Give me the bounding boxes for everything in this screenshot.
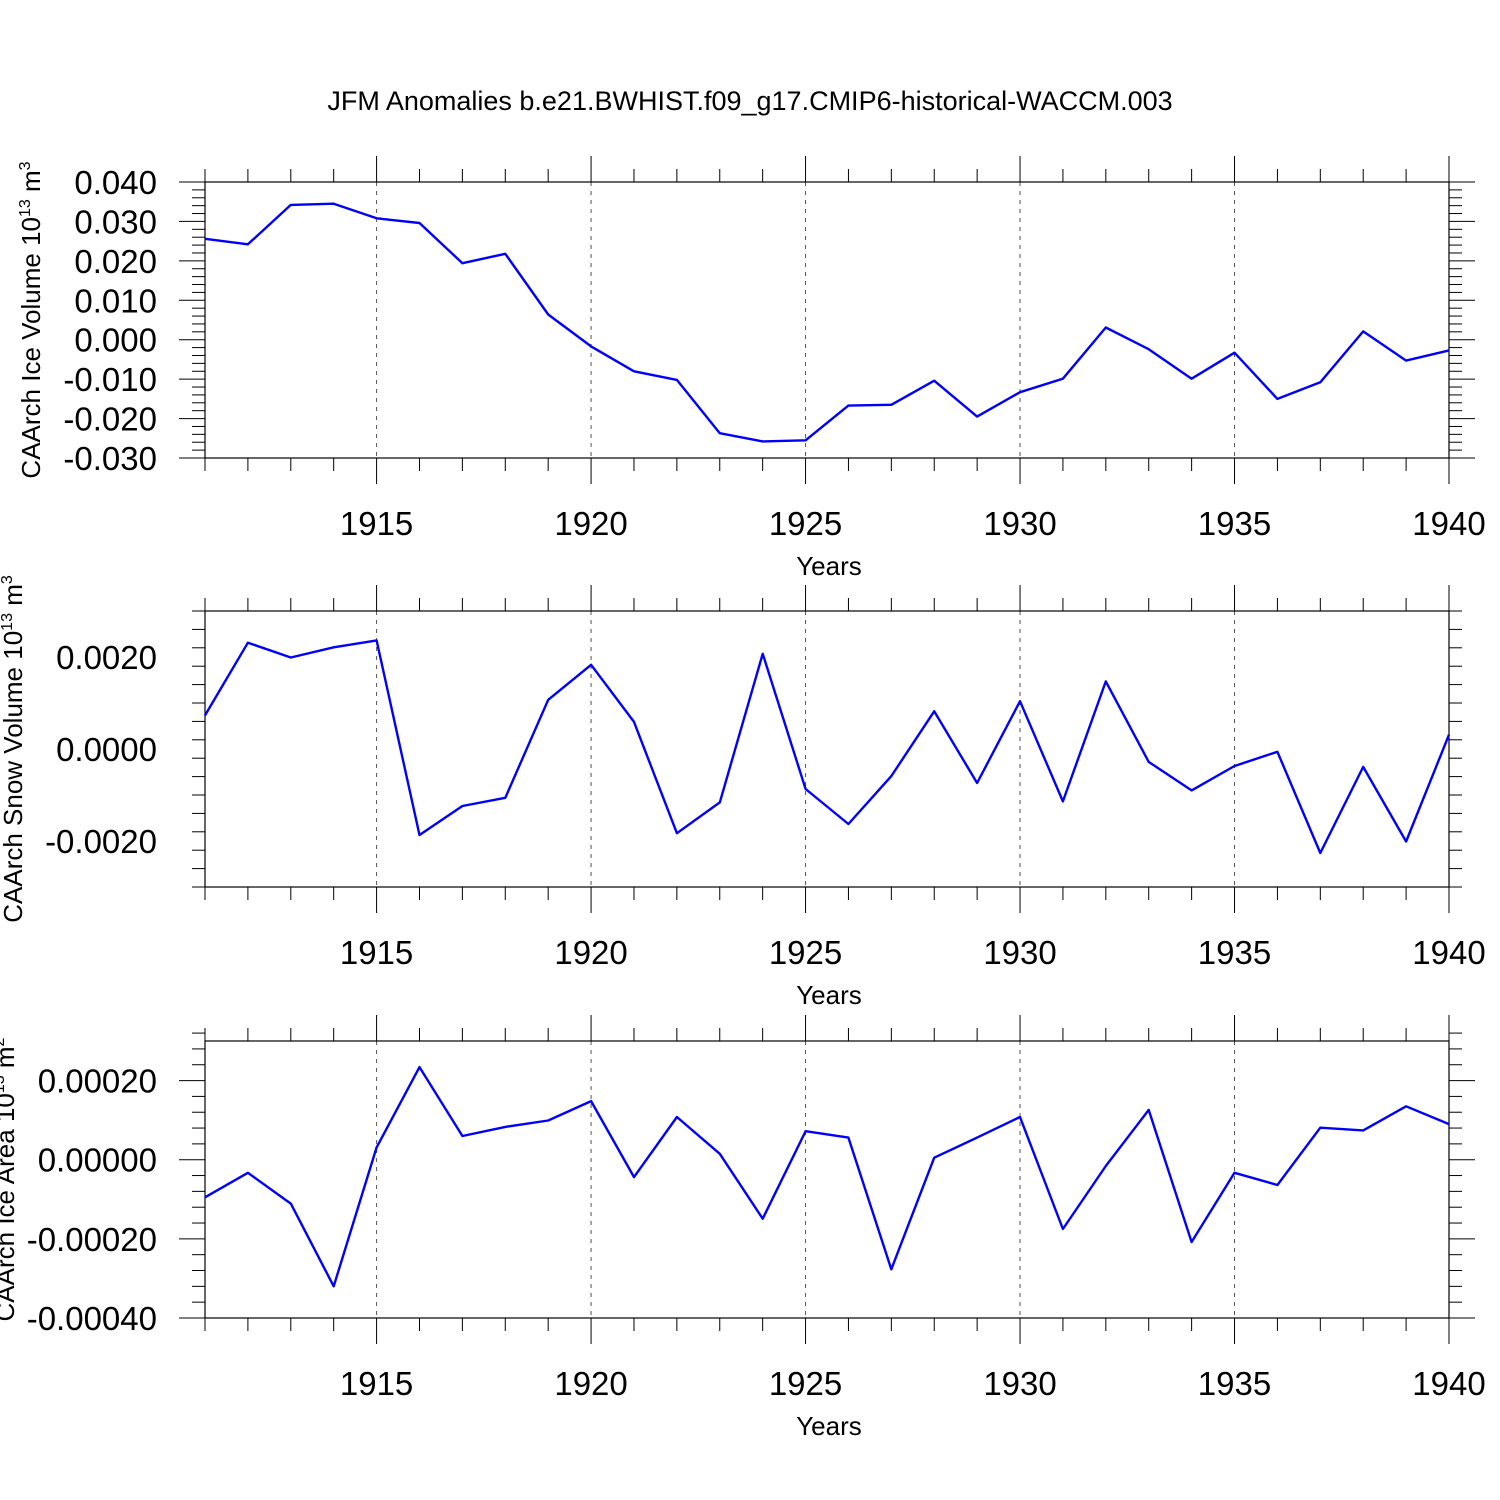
x-tick-label: 1940 (1412, 934, 1485, 971)
x-tick-label: 1925 (769, 505, 842, 542)
x-tick-label: 1920 (554, 934, 627, 971)
y-tick-label: -0.030 (63, 440, 157, 477)
y-tick-label: 0.00000 (38, 1142, 157, 1179)
x-tick-label: 1925 (769, 1365, 842, 1402)
x-tick-label: 1920 (554, 1365, 627, 1402)
x-tick-label: 1915 (340, 934, 413, 971)
y-axis-label: CAArch Snow Volume 1013 m3 (0, 575, 28, 923)
plot-frame (204, 1040, 1450, 1319)
y-tick-label: 0.0000 (56, 731, 157, 768)
y-tick-label: 0.020 (74, 243, 157, 280)
x-tick-label: 1925 (769, 934, 842, 971)
x-axis-label: Years (796, 980, 862, 1010)
y-tick-label: 0.0020 (56, 639, 157, 676)
plot-frame (204, 610, 1450, 888)
x-tick-label: 1935 (1198, 1365, 1271, 1402)
y-tick-label: -0.010 (63, 361, 157, 398)
y-tick-label: 0.010 (74, 282, 157, 319)
x-tick-label: 1940 (1412, 1365, 1485, 1402)
y-axis-label: CAArch Ice Volume 1013 m3 (16, 161, 46, 478)
panel-3: -0.00040 -0.00020 0.00000 0.00020 1915 1920 19… (0, 1015, 1486, 1441)
x-tick-label: 1915 (340, 505, 413, 542)
series-line (204, 1065, 1450, 1288)
series-line (204, 202, 1450, 443)
y-tick-label: 0.030 (74, 203, 157, 240)
x-tick-label: 1915 (340, 1365, 413, 1402)
y-tick-label: 0.00020 (38, 1063, 157, 1100)
y-axis-label: CAArch Ice Area 1013 m2 (0, 1037, 20, 1321)
series-line (203, 639, 1451, 855)
y-tick-label: -0.00040 (27, 1300, 157, 1337)
chart-title: JFM Anomalies b.e21.BWHIST.f09_g17.CMIP6… (327, 86, 1172, 116)
x-tick-label: 1935 (1198, 934, 1271, 971)
x-tick-label: 1935 (1198, 505, 1271, 542)
y-tick-label: 0.040 (74, 164, 157, 201)
panel-2: -0.0020 0.0000 0.0020 1915 1920 1925 1930 1935 1… (0, 575, 1486, 1010)
y-tick-label: -0.0020 (45, 823, 157, 860)
panel-1: -0.030-0.020-0.0100.0000.0100.0200.0300.… (16, 156, 1486, 581)
x-tick-label: 1930 (983, 505, 1056, 542)
y-tick-label: -0.00020 (27, 1221, 157, 1258)
x-tick-label: 1930 (983, 1365, 1056, 1402)
y-tick-label: -0.020 (63, 401, 157, 438)
plot-frame (204, 181, 1450, 459)
x-axis-label: Years (796, 1411, 862, 1441)
y-tick-label: 0.000 (74, 322, 157, 359)
x-axis-label: Years (796, 551, 862, 581)
x-tick-label: 1930 (983, 934, 1056, 971)
x-tick-label: 1940 (1412, 505, 1485, 542)
x-tick-label: 1920 (554, 505, 627, 542)
